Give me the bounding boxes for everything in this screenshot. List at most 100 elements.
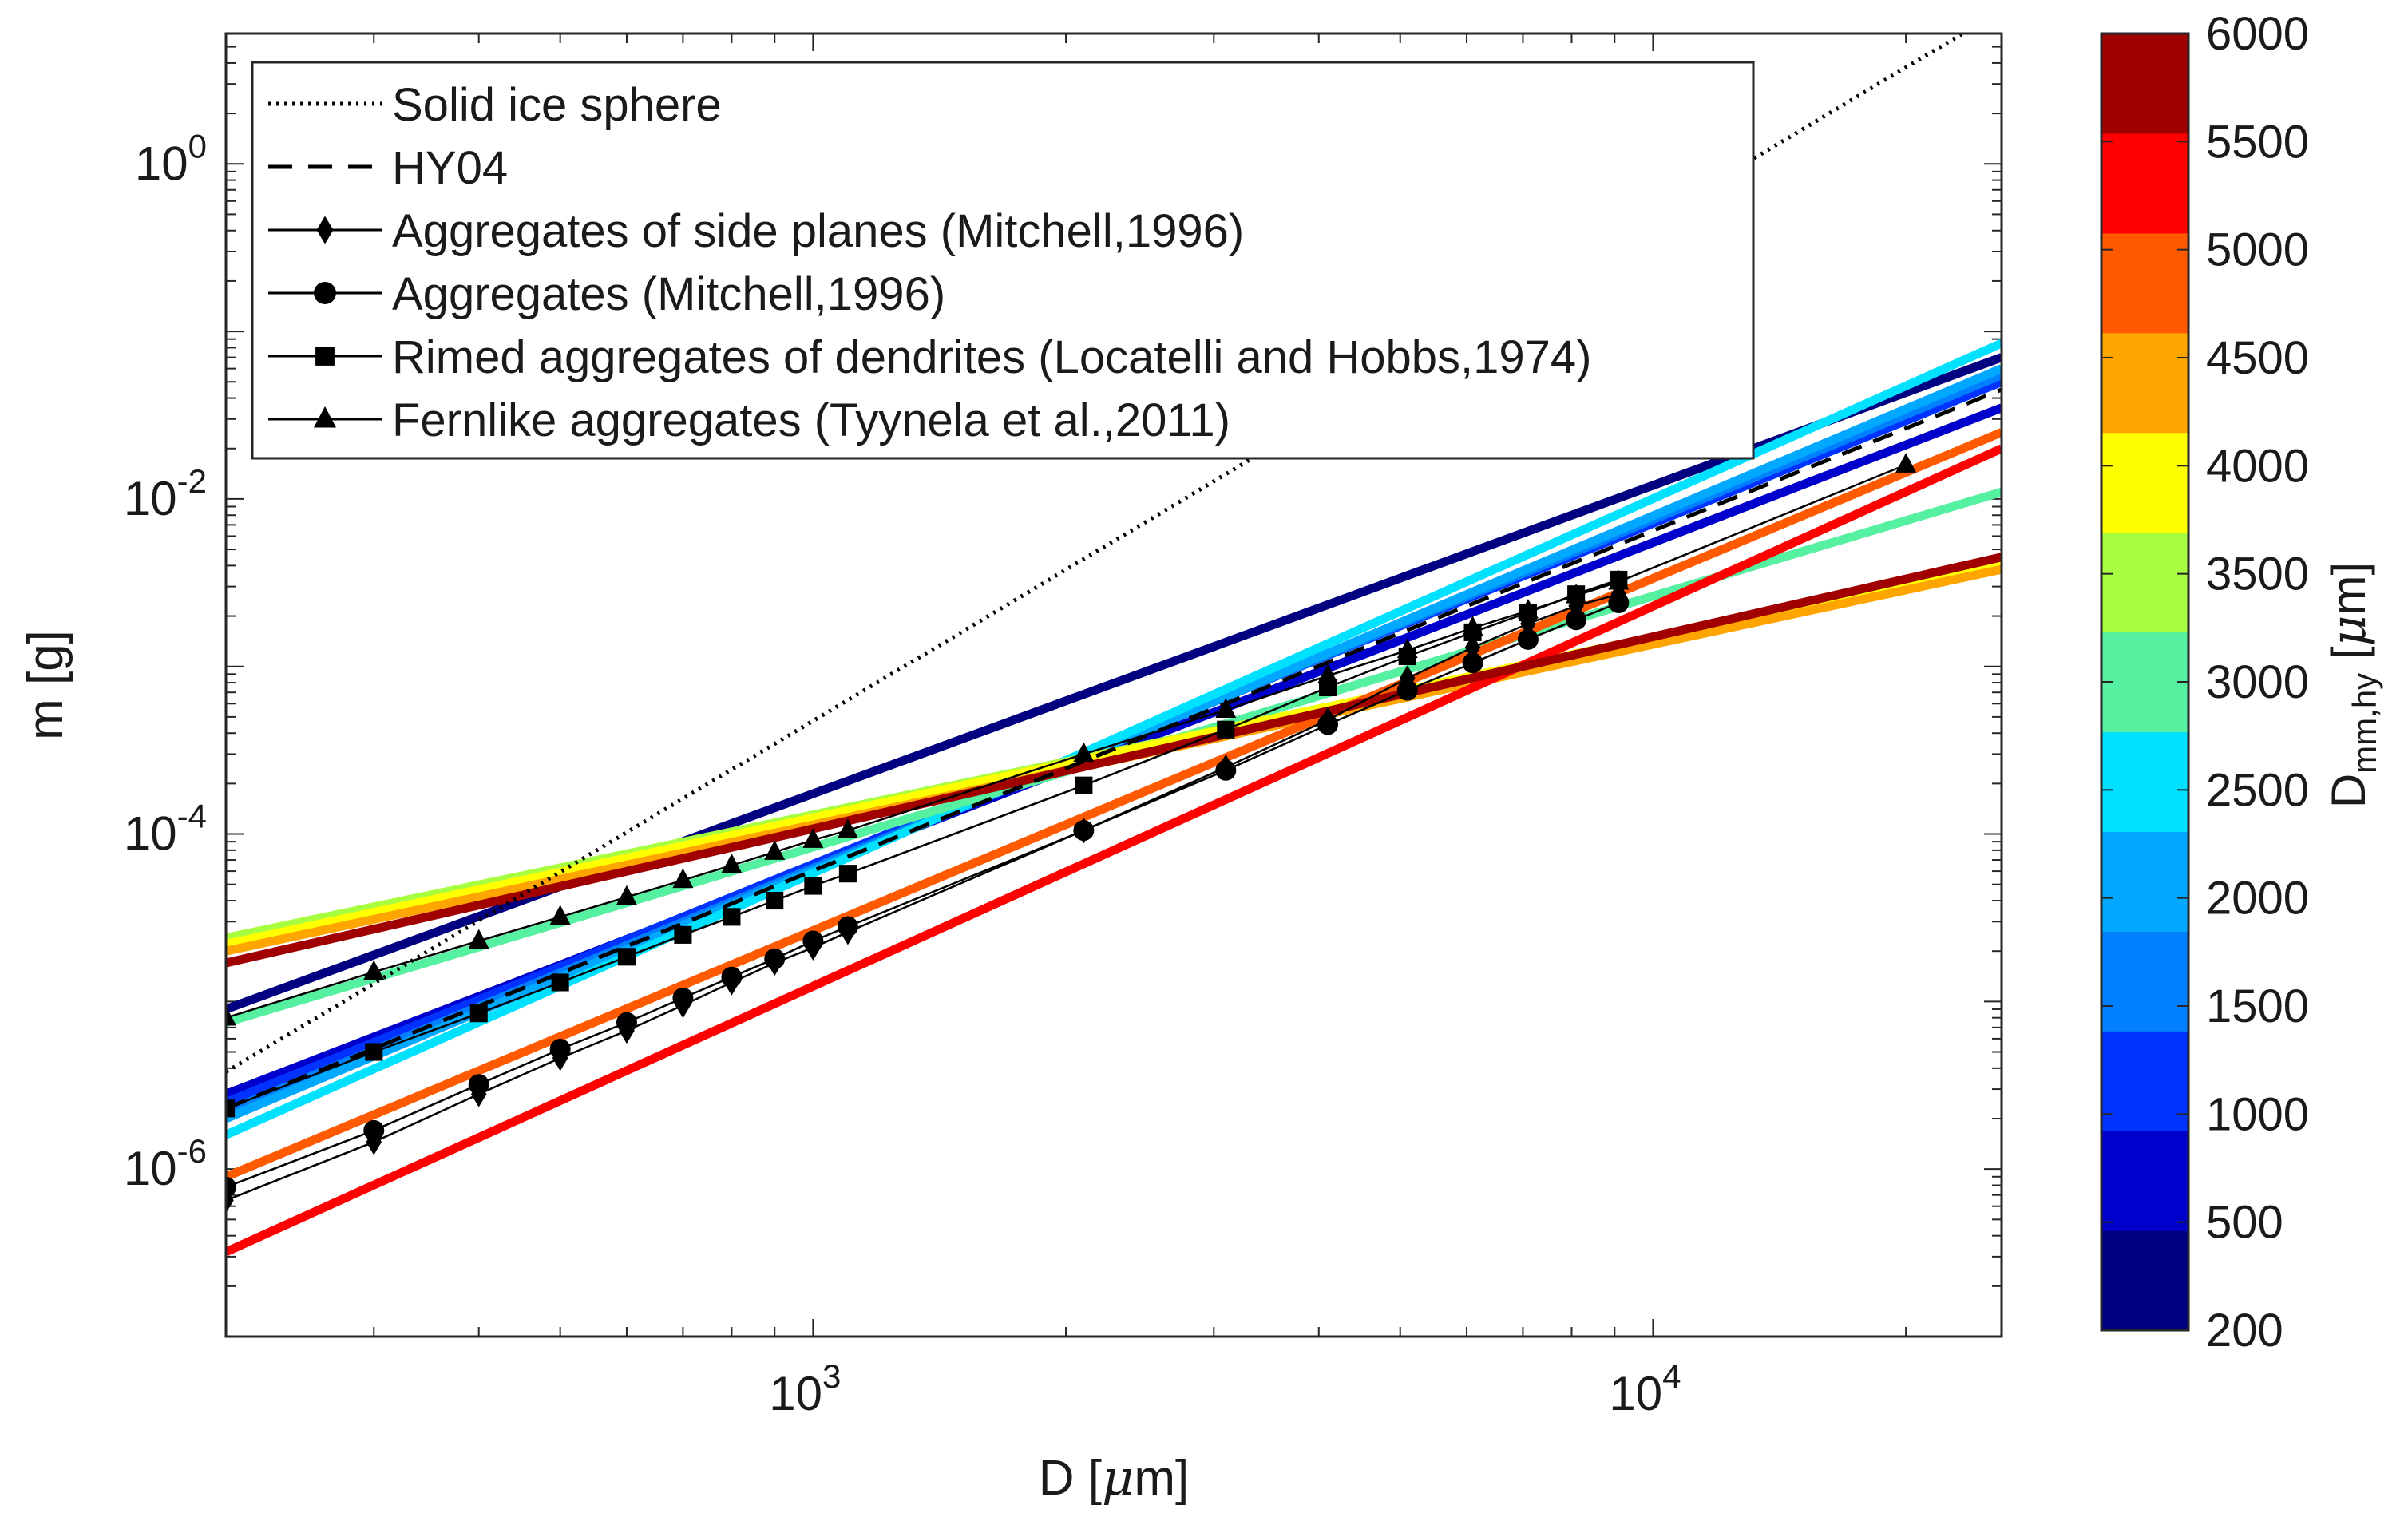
mu-symbol: μ [1102,1448,1134,1507]
colorbar-swatch [2101,632,2188,733]
data-point-square [766,891,784,910]
y-axis-label: m [g] [18,630,73,740]
data-point-triangle [226,1005,236,1026]
legend-entry: Aggregates (Mitchell,1996) [268,268,945,320]
plot-frame [224,32,2003,1338]
colorbar-tick-label: 5000 [2206,224,2309,276]
data-point-square [1217,720,1235,739]
data-point-circle [1215,759,1237,781]
y-tick-label: 10-4 [124,798,207,861]
colorbar-swatch [2101,1131,2188,1231]
legend-label: Rimed aggregates of dendrites (Locatelli… [392,331,1591,383]
legend-label: Solid ice sphere [392,79,722,131]
data-point-square [365,1043,383,1061]
legend-box [251,61,1755,460]
series-line-dmm-5000 [226,428,2002,1181]
series-line-dmm-5500 [226,444,2002,1257]
data-point-triangle [837,818,858,838]
data-point-circle [363,1119,385,1141]
data-point-triangle [1462,616,1483,636]
data-point-circle [721,966,743,988]
colorbar-tick-label: 1000 [2206,1088,2309,1140]
colorbar-swatch [2101,831,2188,932]
data-point-triangle [1608,569,1630,590]
data-point-circle [1517,628,1539,650]
y-tick-label: 10-2 [124,462,207,525]
series-line-diamond [226,592,1619,1202]
x-axis-label: D [μm] [1039,1448,1189,1507]
colorbar-swatch [2101,931,2188,1032]
data-point-circle [616,1012,637,1033]
series-line-dmm-200 [226,353,2002,1014]
data-point-triangle [1317,663,1339,684]
y-tick-exponent: 0 [188,127,207,164]
data-point-triangle [1073,742,1095,763]
y-tick-exponent: -6 [177,1132,207,1170]
colorbar-swatch [2101,34,2188,134]
data-point-circle [1566,609,1587,631]
data-point-circle [837,916,858,937]
y-tick-exponent: -4 [177,798,207,835]
colorbar-tick-label: 500 [2206,1197,2283,1249]
legend-marker-square [315,347,335,366]
mu-symbol: μ [2321,615,2377,646]
y-tick-exponent: -2 [177,462,207,500]
legend-entry: Aggregates of side planes (Mitchell,1996… [268,205,1244,257]
y-tick-label: 100 [135,127,207,190]
data-point-triangle [549,905,571,925]
series-line-dmm-2500 [226,339,2002,1139]
data-point-square [469,1004,488,1023]
colorbar-swatch [2101,332,2188,434]
data-point-circle [1396,679,1418,701]
data-point-square [838,865,857,883]
data-point-triangle [721,853,743,873]
data-point-triangle [802,828,824,848]
y-tick-base: 10 [135,137,188,190]
data-point-triangle [1396,638,1418,659]
data-point-square [723,908,741,926]
x-tick-base: 10 [1609,1367,1662,1420]
colorbar-tick-label: 200 [2206,1305,2283,1357]
series-triangle [226,453,1917,1026]
colorbar-swatch [2101,1230,2188,1331]
legend-marker-circle [314,282,336,304]
colorbar-swatch [2101,532,2188,633]
colorbar-tick-label: 5500 [2206,116,2309,168]
data-point-square [617,948,636,966]
data-point-circle [1608,592,1630,613]
colorbar-tick-label: 1500 [2206,980,2309,1032]
colorbar-swatch [2101,1031,2188,1131]
y-tick-base: 10 [124,807,177,861]
series-circle [226,592,1630,1198]
data-point-triangle [616,885,637,905]
x-tick-label: 104 [1609,1357,1681,1420]
data-point-circle [549,1038,571,1060]
data-point-circle [1462,652,1483,674]
legend-marker-diamond [316,216,334,244]
legend-label: Aggregates (Mitchell,1996) [392,268,945,320]
colorbar-swatch [2101,133,2188,234]
data-point-circle [764,948,786,969]
colorbar-swatch [2101,432,2188,533]
data-point-triangle [764,840,786,860]
data-point-circle [1317,714,1339,735]
series-line-square [226,578,1619,1110]
data-point-square [1075,776,1093,794]
colorbar-tick-label: 3000 [2206,656,2309,708]
x-tick-exponent: 4 [1662,1357,1681,1395]
colorbar-tick-label: 4500 [2206,332,2309,384]
colorbar-tick-label: 2500 [2206,764,2309,816]
legend-marker-triangle [314,406,336,428]
data-point-square [551,973,569,992]
colorbar-tick-label: 4000 [2206,440,2309,492]
data-point-square [674,925,692,944]
data-point-circle [802,930,824,952]
legend-label: Aggregates of side planes (Mitchell,1996… [392,205,1244,257]
data-point-triangle [1895,453,1917,473]
data-point-triangle [1566,583,1587,604]
colorbar: 200 500 1000 1500 2000 2500 3000 3500 4000 4500 50… [2100,8,2309,1357]
legend: Solid ice sphere HY04 Aggregates of side p… [251,61,1755,460]
hy04-line [226,387,2002,1111]
